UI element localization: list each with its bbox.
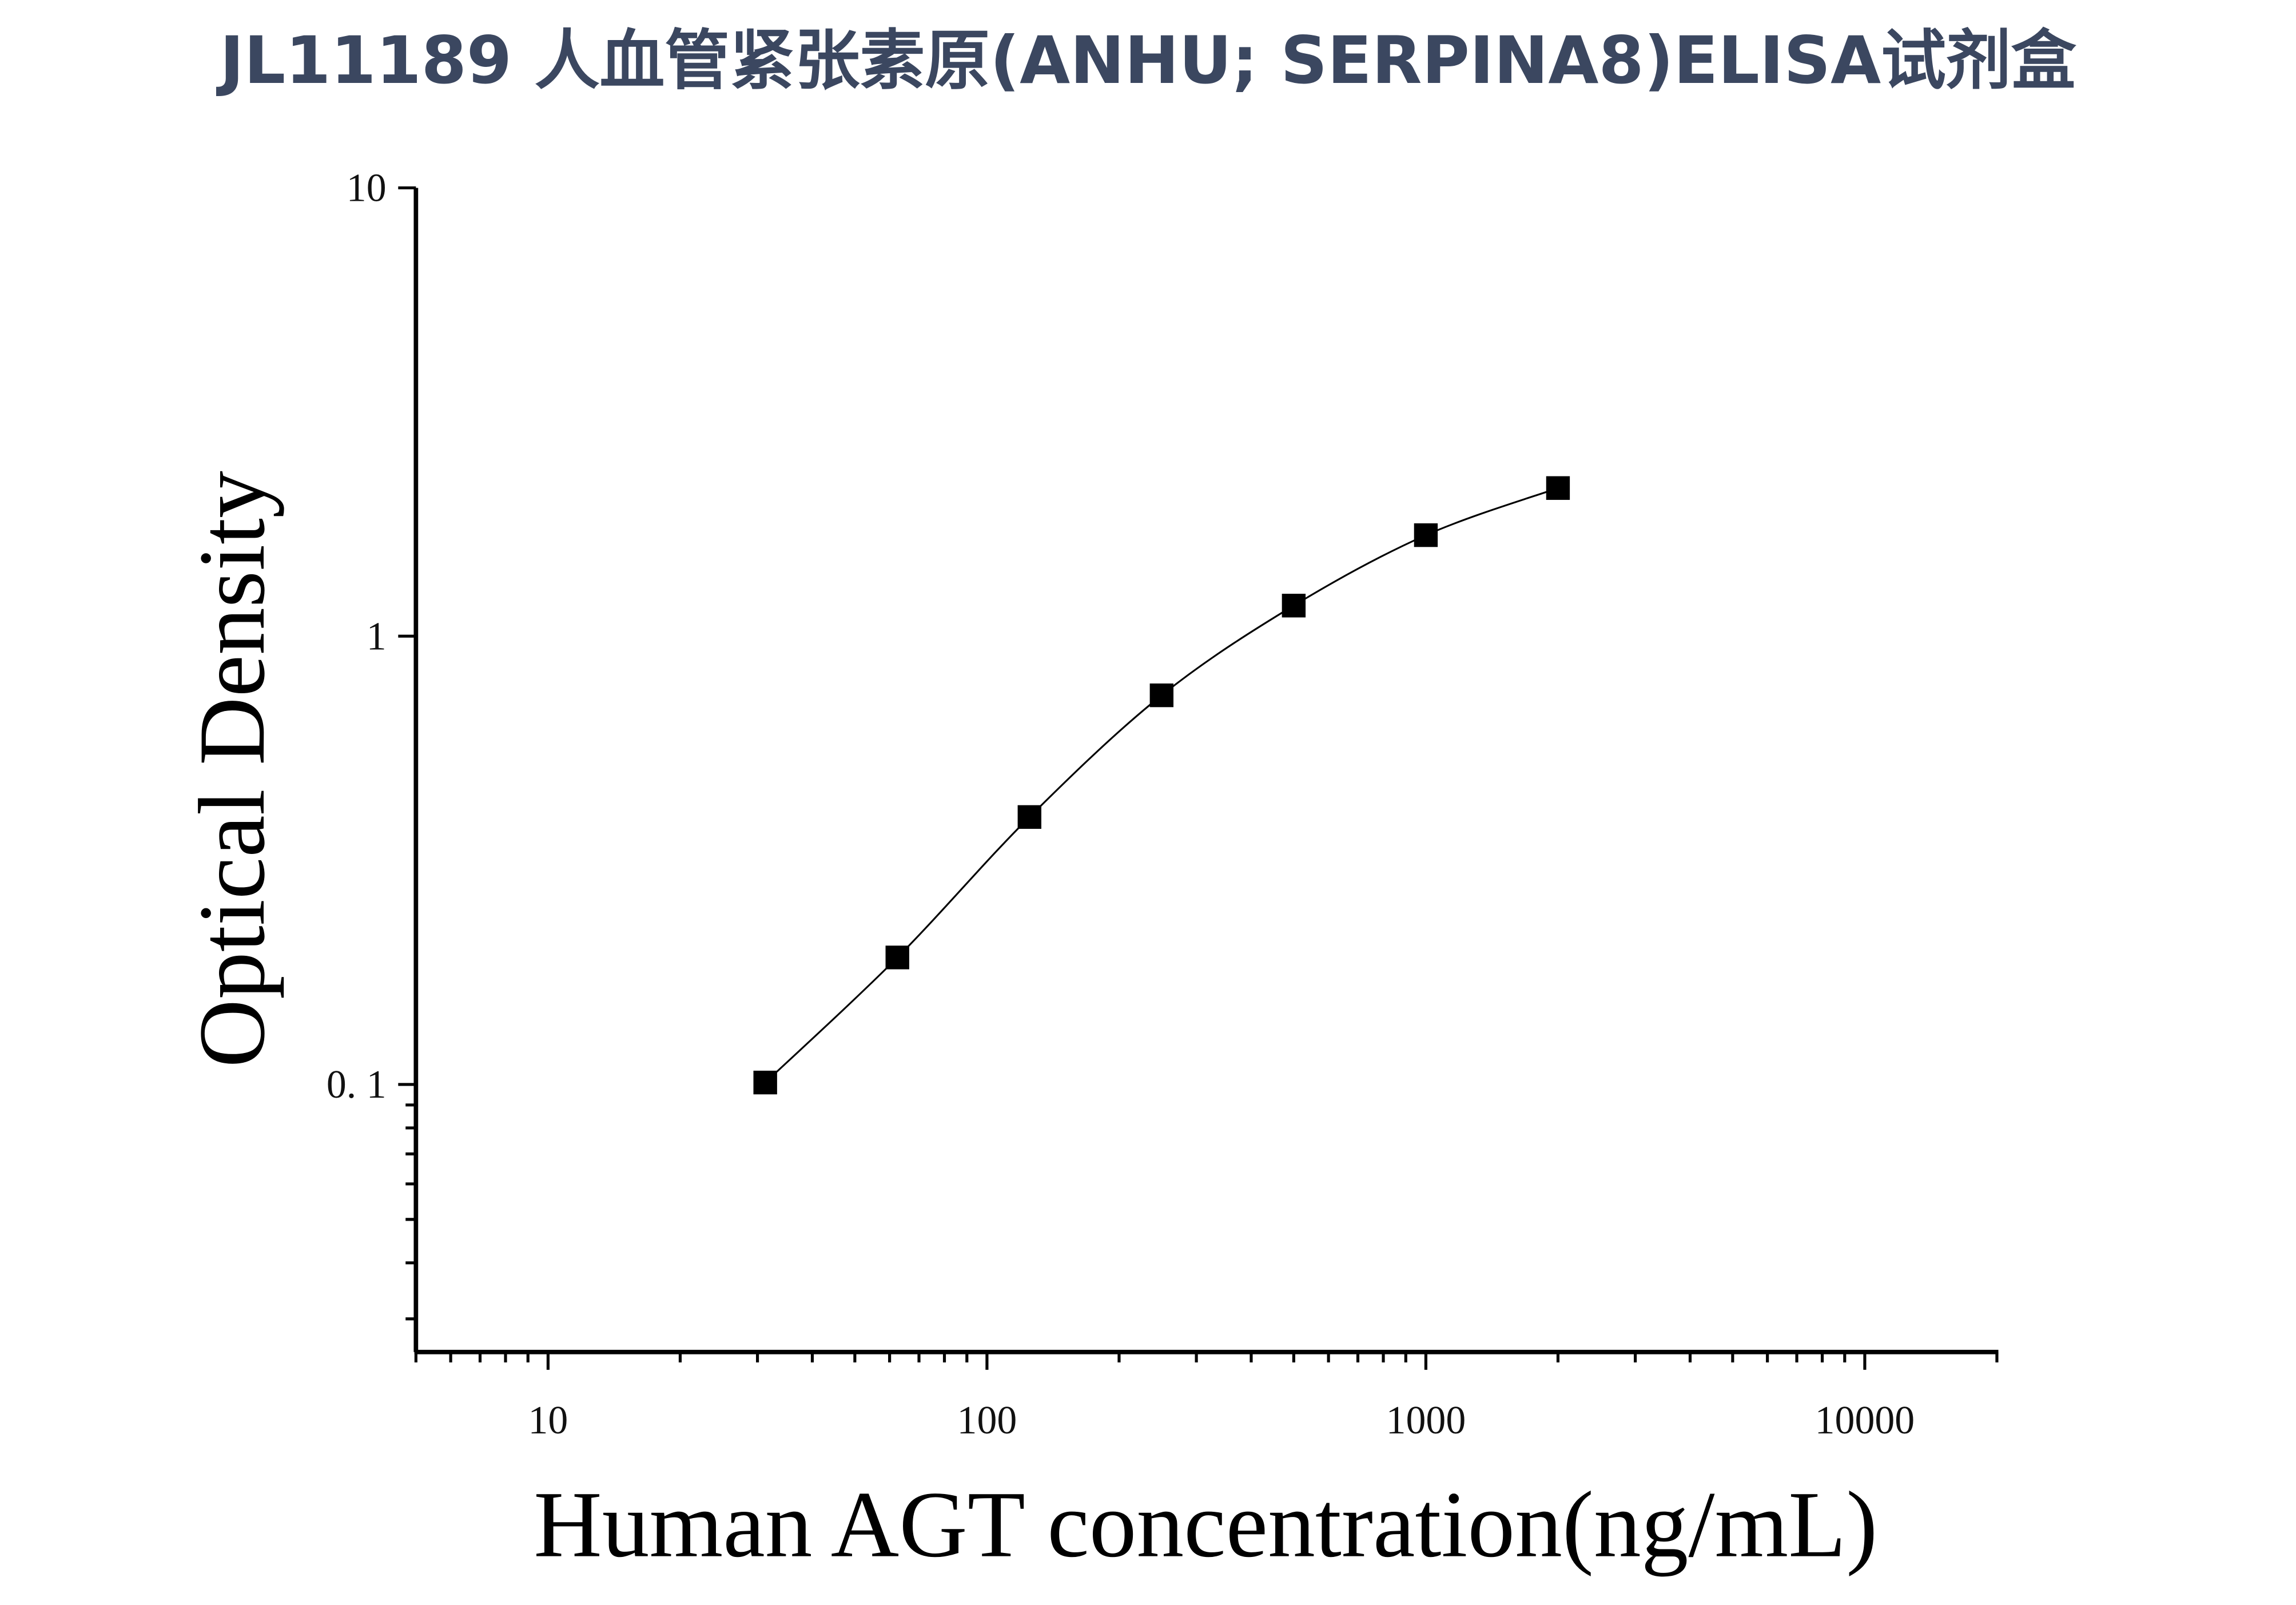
y-tick-label: 1 [367, 614, 387, 658]
point [885, 945, 909, 970]
point [1017, 805, 1041, 829]
x-tick-label: 10 [528, 1399, 568, 1443]
y-tick-label: 10 [347, 166, 387, 210]
x-axis-title: Human AGT concentration(ng/mL) [534, 1472, 1877, 1577]
y-tick-label: 0. 1 [327, 1063, 387, 1107]
point [1282, 594, 1306, 618]
point [1414, 523, 1438, 547]
fit-curve [765, 487, 1558, 1083]
point [1149, 683, 1174, 708]
chart-title: JL11189 人血管紧张素原(ANHU; SERPINA8)ELISA试剂盒 [216, 22, 2076, 98]
point [1546, 476, 1570, 500]
y-axis-title: Optical Density [180, 471, 284, 1068]
x-tick-label: 10000 [1815, 1399, 1915, 1443]
point [753, 1070, 777, 1095]
x-tick-label: 1000 [1386, 1399, 1466, 1443]
x-tick-label: 100 [957, 1399, 1017, 1443]
